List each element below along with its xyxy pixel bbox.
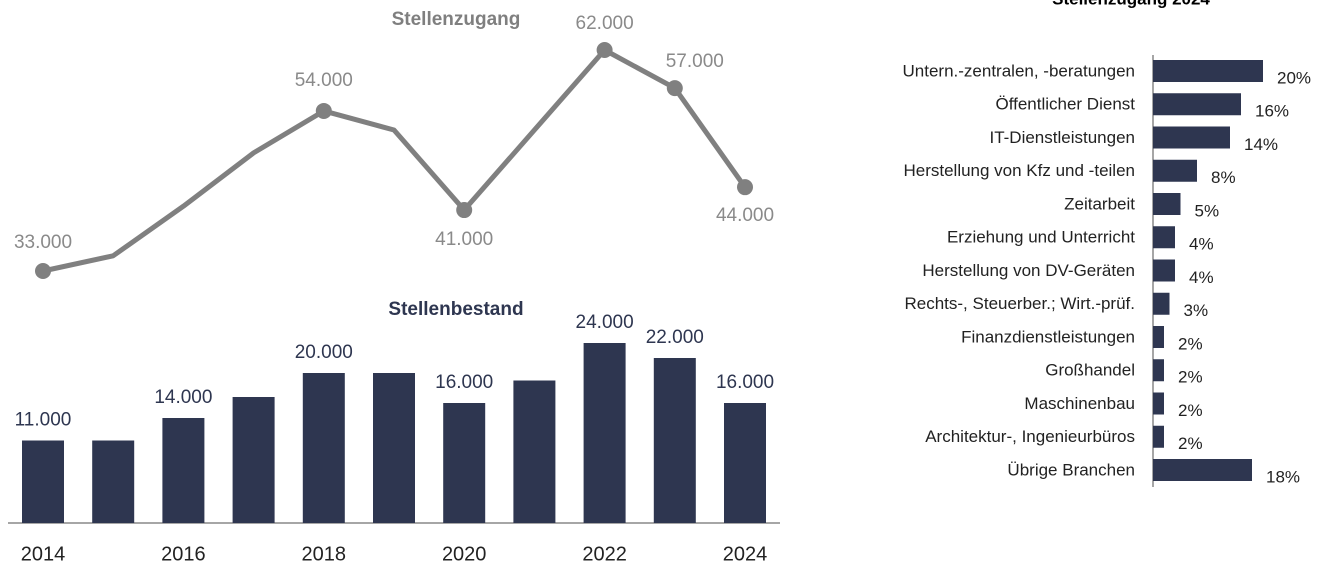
- bar: [1153, 93, 1241, 116]
- bar: [443, 403, 486, 523]
- bar: [1153, 359, 1164, 382]
- bar: [232, 397, 275, 523]
- x-tick-label: 2022: [582, 543, 627, 565]
- value-label: 20%: [1277, 68, 1311, 87]
- value-label: 8%: [1211, 168, 1236, 187]
- value-label: 41.000: [435, 229, 493, 250]
- value-label: 2%: [1178, 434, 1203, 453]
- category-label: Architektur-, Ingenieurbüros: [925, 427, 1135, 446]
- hbar-title: Stellenzugang 2024: [1052, 0, 1210, 8]
- x-tick-label: 2018: [302, 543, 347, 565]
- bar: [162, 418, 205, 523]
- marker: [456, 202, 473, 219]
- bar: [583, 343, 626, 523]
- bar: [302, 373, 345, 523]
- bar: [1153, 193, 1181, 215]
- category-label: Herstellung von DV-Geräten: [922, 261, 1135, 280]
- category-label: Öffentlicher Dienst: [995, 95, 1135, 114]
- bar: [1153, 326, 1164, 348]
- marker: [35, 263, 51, 279]
- bar: [1153, 459, 1252, 481]
- marker: [315, 102, 332, 119]
- value-label: 2%: [1178, 401, 1203, 420]
- bar: [653, 358, 696, 523]
- value-label: 14.000: [154, 387, 212, 408]
- line-title: Stellenzugang: [392, 9, 521, 30]
- bar: [1153, 226, 1175, 249]
- marker: [596, 42, 613, 58]
- bar: [1153, 159, 1197, 182]
- category-label: Herstellung von Kfz und -teilen: [903, 161, 1135, 180]
- x-tick-label: 2024: [723, 543, 768, 565]
- value-label: 33.000: [14, 232, 72, 253]
- x-tick-label: 2020: [442, 543, 487, 565]
- marker: [737, 179, 753, 196]
- value-label: 22.000: [646, 327, 704, 348]
- category-label: Untern.-zentralen, -beratungen: [903, 61, 1135, 80]
- value-label: 11.000: [15, 410, 72, 431]
- category-label: Maschinenbau: [1024, 394, 1135, 413]
- value-label: 14%: [1244, 135, 1278, 154]
- category-label: Erziehung und Unterricht: [947, 228, 1135, 247]
- bar: [1153, 292, 1170, 315]
- value-label: 5%: [1195, 201, 1220, 220]
- bar: [1153, 126, 1230, 149]
- value-label: 16.000: [435, 372, 493, 393]
- value-label: 2%: [1178, 368, 1203, 387]
- bar: [513, 380, 556, 523]
- value-label: 3%: [1184, 301, 1209, 320]
- bar-title: Stellenbestand: [388, 299, 523, 320]
- bar: [1153, 259, 1175, 282]
- value-label: 16%: [1255, 102, 1289, 121]
- category-label: Übrige Branchen: [1007, 460, 1135, 479]
- category-label: Großhandel: [1045, 361, 1135, 380]
- value-label: 4%: [1189, 235, 1214, 254]
- value-label: 44.000: [716, 205, 774, 226]
- bar: [1153, 60, 1263, 82]
- category-label: Finanzdienstleistungen: [961, 327, 1135, 346]
- value-label: 57.000: [666, 51, 724, 72]
- value-label: 4%: [1189, 268, 1214, 287]
- x-tick-label: 2014: [21, 543, 66, 565]
- bar: [1153, 392, 1164, 415]
- value-label: 18%: [1266, 467, 1300, 486]
- bar: [92, 440, 135, 523]
- category-label: Zeitarbeit: [1064, 194, 1135, 213]
- x-tick-label: 2016: [161, 543, 206, 565]
- marker: [666, 80, 683, 97]
- category-label: Rechts-, Steuerber.; Wirt.-prüf.: [904, 294, 1135, 313]
- value-label: 20.000: [295, 342, 353, 363]
- line: [42, 47, 748, 274]
- value-label: 54.000: [295, 70, 353, 91]
- value-label: 24.000: [576, 312, 634, 333]
- category-label: IT-Dienstleistungen: [989, 128, 1135, 147]
- value-label: 2%: [1178, 334, 1203, 353]
- bar: [373, 373, 415, 523]
- bar: [724, 403, 766, 523]
- bar: [1153, 425, 1164, 448]
- value-label: 16.000: [716, 372, 774, 393]
- bar: [22, 440, 64, 523]
- value-label: 62.000: [576, 13, 634, 34]
